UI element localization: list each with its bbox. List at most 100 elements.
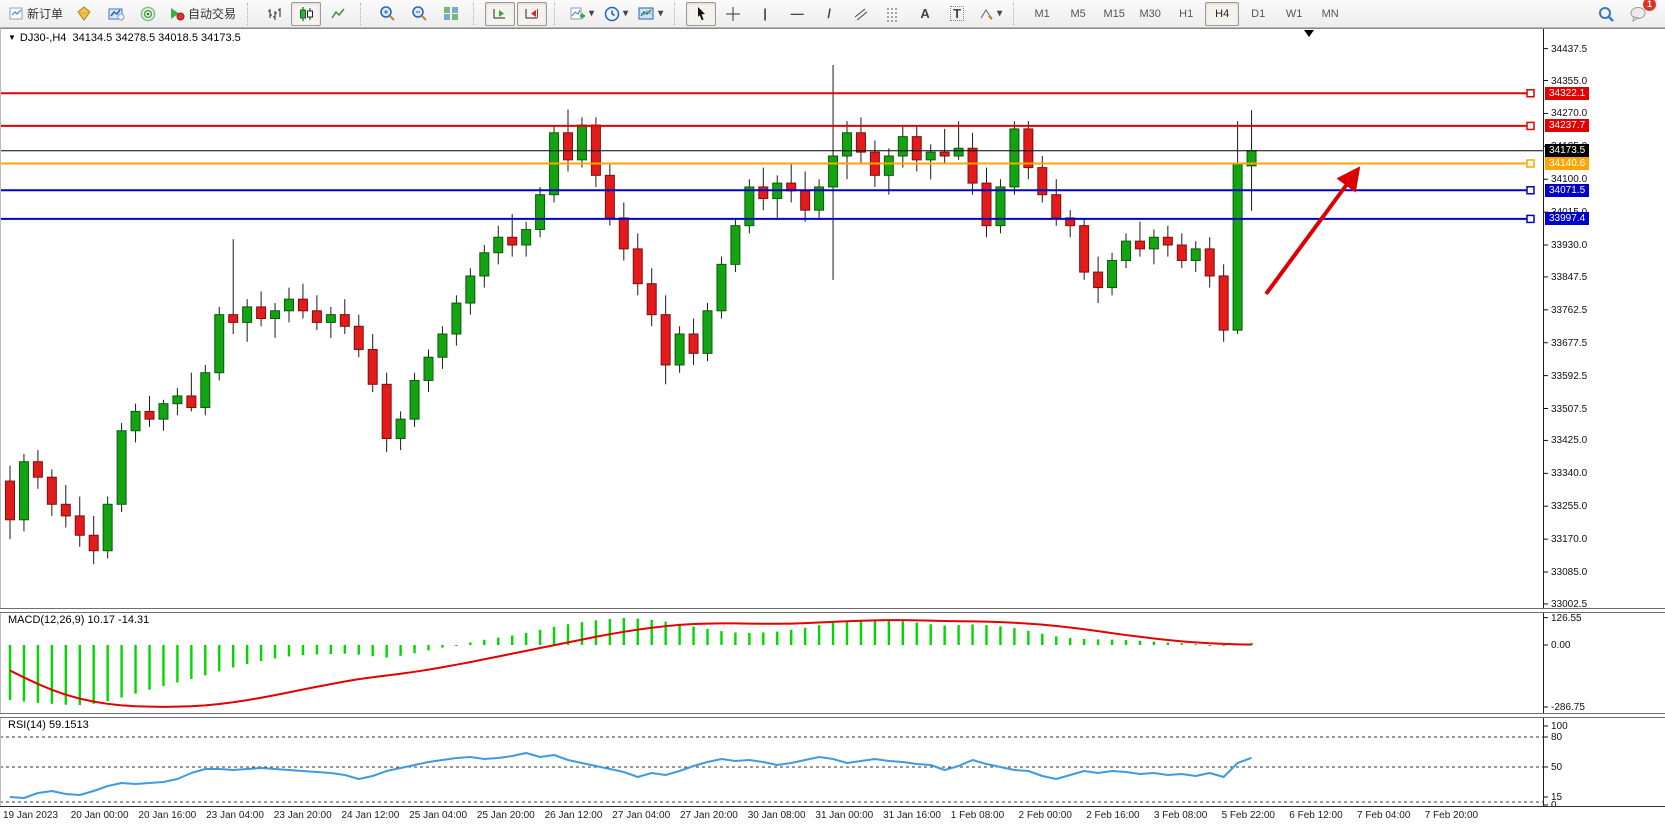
- timeframe-button-m15[interactable]: M15: [1103, 7, 1125, 20]
- market-watch-button[interactable]: [101, 2, 131, 26]
- search-icon: [1597, 5, 1615, 23]
- zoom-in-button[interactable]: [372, 2, 402, 26]
- trendline-tool-button[interactable]: /: [814, 2, 844, 26]
- time-axis-label: 3 Feb 08:00: [1153, 810, 1208, 821]
- chart-window-border: [0, 28, 1665, 29]
- new-order-button[interactable]: 新订单: [5, 2, 67, 26]
- text-tool-button[interactable]: A: [910, 2, 940, 26]
- chart-collapse-icon[interactable]: ▼: [8, 33, 16, 42]
- price-axis-line: [1543, 29, 1544, 806]
- panel-splitter-rsi[interactable]: [0, 713, 1665, 718]
- autotrading-button[interactable]: 自动交易: [165, 2, 240, 26]
- price-axis-label: 33170.0: [1551, 534, 1588, 546]
- autotrading-label: 自动交易: [188, 7, 237, 21]
- time-axis-label: 2 Feb 16:00: [1086, 810, 1140, 821]
- candlestick-chart-button[interactable]: [291, 1, 322, 26]
- vertical-line-icon: |: [763, 6, 767, 21]
- auto-scroll-button[interactable]: [485, 1, 516, 26]
- time-axis-label: 26 Jan 12:00: [544, 810, 603, 821]
- macd-axis-label: 126.55: [1551, 612, 1582, 624]
- chat-balloon-icon: [1629, 5, 1647, 23]
- ohlc-close: 34173.5: [201, 32, 241, 44]
- crosshair-tool-button[interactable]: [718, 2, 748, 26]
- signals-button[interactable]: [133, 2, 163, 26]
- ohlc-open: 34134.5: [72, 32, 113, 44]
- cursor-tool-button[interactable]: [686, 1, 717, 26]
- bar-chart-button[interactable]: [259, 2, 289, 26]
- price-axis-label: 34270.0: [1551, 108, 1588, 120]
- timeframe-button-w1[interactable]: W1: [1285, 7, 1303, 20]
- timeframe-button-h4[interactable]: H4: [1205, 1, 1240, 26]
- dropdown-icon: ▾: [997, 7, 1003, 19]
- timeframe-button-d1[interactable]: D1: [1251, 7, 1266, 20]
- time-axis-label: 7 Feb 04:00: [1357, 810, 1411, 821]
- notification-badge: 1: [1643, 0, 1656, 11]
- price-axis-label: 33425.0: [1551, 435, 1588, 447]
- text-label-tool-button[interactable]: T: [942, 2, 972, 26]
- timeframe-button-m1[interactable]: M1: [1034, 7, 1050, 20]
- chart-shift-icon: [524, 6, 540, 21]
- price-axis-label: 33847.5: [1551, 271, 1588, 283]
- rsi-axis-label: 80: [1551, 732, 1563, 743]
- time-axis-label: 27 Jan 20:00: [680, 810, 738, 821]
- trendline-icon: /: [827, 6, 831, 21]
- autotrading-icon: [169, 6, 185, 21]
- toolbar-separator: [674, 2, 681, 25]
- tile-windows-button[interactable]: [436, 2, 466, 26]
- chart-shift-button[interactable]: [517, 1, 548, 26]
- templates-button[interactable]: ▾: [634, 2, 667, 26]
- macd-panel-area[interactable]: [0, 612, 1543, 713]
- rsi-axis-label: 15: [1551, 792, 1563, 803]
- rsi-axis-label: 100: [1551, 721, 1568, 732]
- zoom-in-icon: [379, 5, 396, 22]
- line-chart-button[interactable]: [323, 2, 353, 26]
- dropdown-icon: ▾: [658, 7, 664, 19]
- fibonacci-tool-button[interactable]: [878, 2, 908, 26]
- bar-chart-icon: [266, 6, 282, 22]
- time-axis-label: 31 Jan 16:00: [883, 810, 941, 821]
- rsi-panel-area[interactable]: [0, 717, 1543, 806]
- add-indicator-icon: [570, 6, 586, 21]
- timeframe-button-mn[interactable]: MN: [1321, 7, 1339, 20]
- time-axis-label: 1 Feb 08:00: [950, 810, 1005, 821]
- price-axis-label: 34355.0: [1551, 75, 1588, 87]
- panel-splitter-macd[interactable]: [0, 608, 1665, 613]
- vertical-line-tool-button[interactable]: |: [750, 2, 780, 26]
- main-chart-area[interactable]: [0, 29, 1543, 608]
- new-order-label: 新订单: [27, 7, 64, 21]
- indicators-button[interactable]: ▾: [566, 2, 598, 26]
- horizontal-line-tool-button[interactable]: —: [782, 2, 812, 26]
- time-axis-label: 5 Feb 22:00: [1221, 810, 1275, 821]
- zoom-out-button[interactable]: [404, 2, 434, 26]
- timeframe-button-m5[interactable]: M5: [1070, 7, 1086, 20]
- price-axis-label: 33340.0: [1551, 468, 1588, 480]
- hline-price-label: 34322.1: [1545, 86, 1590, 100]
- toolbar-separator: [247, 2, 254, 25]
- time-axis-label: 2 Feb 00:00: [1018, 810, 1072, 821]
- crosshair-icon: [725, 6, 741, 22]
- rsi-indicator-label: RSI(14) 59.1513: [8, 719, 89, 731]
- periods-button[interactable]: ▾: [600, 2, 632, 26]
- timeframe-button-h1[interactable]: H1: [1179, 7, 1194, 20]
- time-axis[interactable]: [0, 806, 1665, 839]
- toolbar-right-group: 1: [1590, 0, 1661, 26]
- timeframe-button-m30[interactable]: M30: [1139, 7, 1161, 20]
- price-axis-label: 34100.0: [1551, 174, 1588, 186]
- notifications-button[interactable]: 1: [1623, 0, 1656, 26]
- time-axis-label: 6 Feb 12:00: [1289, 810, 1343, 821]
- macd-indicator-label: MACD(12,26,9) 10.17 -14.31: [8, 614, 150, 626]
- tile-windows-icon: [443, 6, 459, 21]
- channel-tool-button[interactable]: [846, 2, 876, 26]
- toolbar: 新订单 自动交易: [0, 0, 1665, 28]
- gold-gem-icon: [76, 6, 92, 21]
- gold-button[interactable]: [69, 2, 99, 26]
- time-axis-label: 7 Feb 20:00: [1424, 810, 1479, 821]
- macd-axis-label: -286.75: [1551, 702, 1585, 713]
- price-axis-label: 33677.5: [1551, 337, 1588, 349]
- search-button[interactable]: [1591, 2, 1621, 26]
- shapes-tool-button[interactable]: ▾: [974, 2, 1006, 26]
- horizontal-line-icon: —: [790, 6, 804, 21]
- toolbar-separator: [1013, 2, 1020, 25]
- time-axis-label: 23 Jan 04:00: [206, 810, 264, 821]
